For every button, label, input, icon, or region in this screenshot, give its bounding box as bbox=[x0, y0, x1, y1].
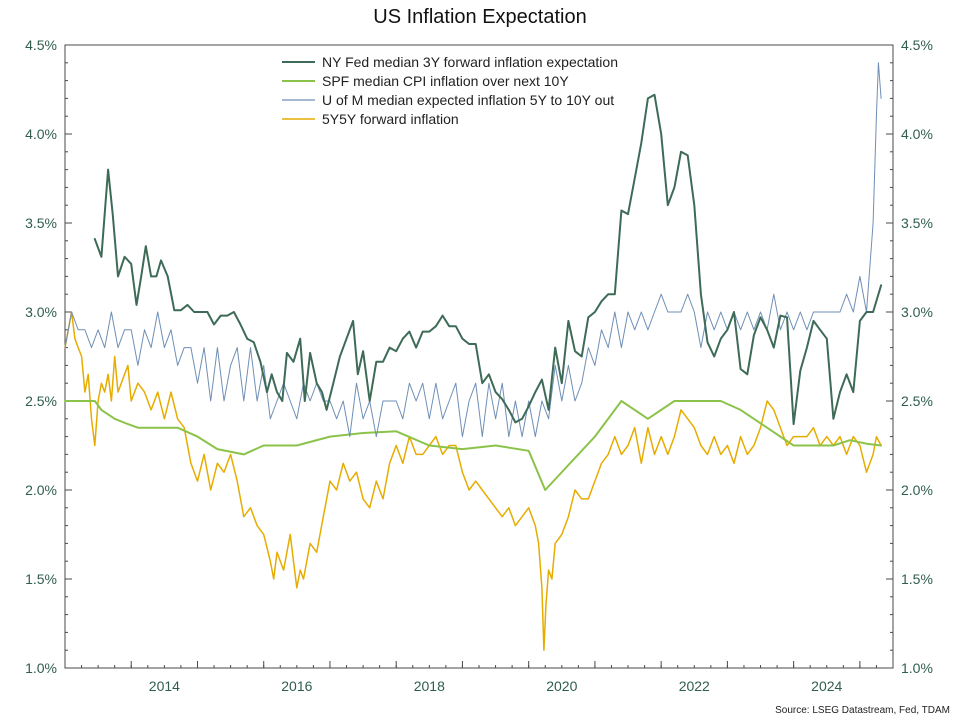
x-tick-label: 2022 bbox=[679, 678, 710, 694]
y-tick-label-right: 4.5% bbox=[901, 37, 933, 53]
y-tick-label-right: 4.0% bbox=[901, 126, 933, 142]
x-tick-label: 2018 bbox=[414, 678, 445, 694]
legend-label: U of M median expected inflation 5Y to 1… bbox=[322, 92, 614, 108]
chart-axes: 1.0% 1.0% 1.5% 1.5% 2.0% 2.0% 2.5% 2.5% 3.0% 3.0%… bbox=[25, 37, 933, 694]
y-tick-label-right: 2.0% bbox=[901, 482, 933, 498]
series-line-3 bbox=[64, 62, 882, 438]
y-tick-label-right: 3.5% bbox=[901, 215, 933, 231]
series-line-4 bbox=[64, 311, 882, 651]
y-tick-label-right: 2.5% bbox=[901, 393, 933, 409]
series-line-1 bbox=[93, 93, 883, 426]
legend-label: NY Fed median 3Y forward inflation expec… bbox=[322, 54, 618, 70]
chart-title: US Inflation Expectation bbox=[373, 6, 586, 28]
chart-legend: NY Fed median 3Y forward inflation expec… bbox=[282, 54, 618, 127]
y-tick-label-left: 3.0% bbox=[25, 304, 57, 320]
y-tick-label-right: 3.0% bbox=[901, 304, 933, 320]
legend-label: SPF median CPI inflation over next 10Y bbox=[322, 73, 569, 89]
y-tick-label-left: 2.5% bbox=[25, 393, 57, 409]
x-tick-label: 2024 bbox=[811, 678, 842, 694]
series-line-2 bbox=[64, 400, 883, 491]
y-tick-label-left: 1.0% bbox=[25, 660, 57, 676]
x-tick-label: 2020 bbox=[546, 678, 577, 694]
y-tick-label-left: 1.5% bbox=[25, 571, 57, 587]
x-tick-label: 2016 bbox=[281, 678, 312, 694]
y-tick-label-right: 1.0% bbox=[901, 660, 933, 676]
plot-frame bbox=[64, 44, 894, 669]
source-note: Source: LSEG Datastream, Fed, TDAM bbox=[775, 705, 950, 716]
legend-label: 5Y5Y forward inflation bbox=[322, 111, 459, 127]
y-tick-label-left: 3.5% bbox=[25, 215, 57, 231]
x-tick-label: 2014 bbox=[149, 678, 180, 694]
y-tick-label-left: 4.0% bbox=[25, 126, 57, 142]
y-tick-label-left: 4.5% bbox=[25, 37, 57, 53]
chart-series bbox=[64, 62, 883, 651]
y-tick-label-left: 2.0% bbox=[25, 482, 57, 498]
y-tick-label-right: 1.5% bbox=[901, 571, 933, 587]
